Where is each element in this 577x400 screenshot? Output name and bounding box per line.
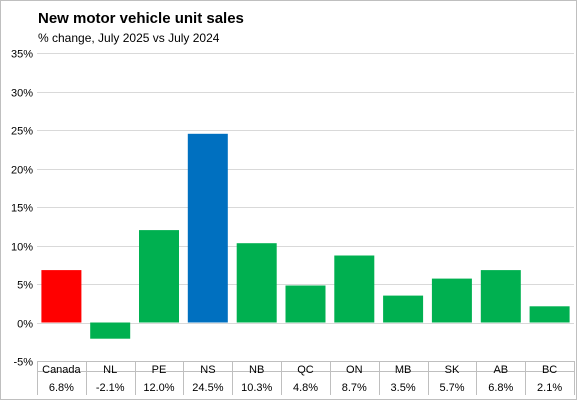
bar-mb <box>383 295 424 323</box>
y-tick-label: 5% <box>17 280 33 292</box>
category-label: NS <box>200 364 215 376</box>
value-label: 24.5% <box>192 382 223 394</box>
y-tick-label: 20% <box>11 165 33 177</box>
value-label: -2.1% <box>96 382 125 394</box>
y-tick-label: 35% <box>11 49 33 61</box>
bar-qc <box>285 285 326 323</box>
y-tick-label: 10% <box>11 242 33 254</box>
category-label: AB <box>493 364 508 376</box>
bar-ab <box>480 270 521 323</box>
bar-ns <box>187 133 228 323</box>
y-tick-label: -5% <box>13 357 33 369</box>
category-label: ON <box>346 364 363 376</box>
category-label: QC <box>297 364 314 376</box>
bars <box>41 133 570 339</box>
value-label: 3.5% <box>391 382 416 394</box>
bar-nb <box>236 243 277 323</box>
bar-canada <box>41 270 82 323</box>
bar-pe <box>139 230 179 323</box>
y-tick-label: 25% <box>11 126 33 138</box>
category-label: MB <box>395 364 412 376</box>
y-tick-label: 0% <box>17 319 33 331</box>
chart-title: New motor vehicle unit sales <box>38 10 244 27</box>
bar-nl <box>90 322 131 339</box>
bar-bc <box>529 306 570 323</box>
y-tick-label: 15% <box>11 203 33 215</box>
value-label: 2.1% <box>537 382 562 394</box>
y-tick-label: 30% <box>11 88 33 100</box>
value-label: 4.8% <box>293 382 318 394</box>
value-label: 12.0% <box>143 382 174 394</box>
value-label: 5.7% <box>439 382 464 394</box>
category-label: PE <box>152 364 167 376</box>
bar-on <box>334 255 375 323</box>
category-table: Canada 6.8% NL -2.1% PE 12.0% NS 24.5% NB 10.3% QC… <box>37 361 575 395</box>
chart-subtitle: % change, July 2025 vs July 2024 <box>38 31 220 45</box>
y-axis-ticks: -5% 0% 5% 10% 15% 20% 25% 30% 35% <box>11 49 33 369</box>
bar-sk <box>431 278 472 323</box>
value-label: 8.7% <box>342 382 367 394</box>
category-label: BC <box>542 364 557 376</box>
category-label: NB <box>249 364 264 376</box>
category-label: Canada <box>42 364 81 376</box>
category-label: SK <box>445 364 460 376</box>
value-label: 6.8% <box>49 382 74 394</box>
value-label: 10.3% <box>241 382 272 394</box>
value-label: 6.8% <box>488 382 513 394</box>
category-label: NL <box>103 364 117 376</box>
